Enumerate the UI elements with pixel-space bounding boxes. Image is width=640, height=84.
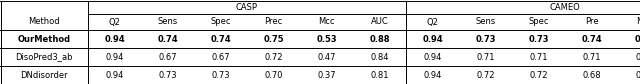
Text: 0.71: 0.71 xyxy=(582,52,601,61)
Text: 0.42: 0.42 xyxy=(636,52,640,61)
Text: 0.53: 0.53 xyxy=(316,35,337,44)
Text: 0.71: 0.71 xyxy=(529,52,548,61)
Text: Method: Method xyxy=(28,17,60,26)
Text: 0.94: 0.94 xyxy=(423,52,442,61)
Text: CASP: CASP xyxy=(236,3,258,12)
Text: Mcc: Mcc xyxy=(318,17,335,26)
Text: 0.94: 0.94 xyxy=(106,70,124,79)
Text: 0.67: 0.67 xyxy=(158,52,177,61)
Text: 0.37: 0.37 xyxy=(317,70,336,79)
Text: Sens: Sens xyxy=(476,17,495,26)
Text: AUC: AUC xyxy=(371,17,388,26)
Text: OurMethod: OurMethod xyxy=(17,35,70,44)
Text: 0.74: 0.74 xyxy=(157,35,178,44)
Text: 0.72: 0.72 xyxy=(476,70,495,79)
Text: 0.73: 0.73 xyxy=(476,35,496,44)
Text: Pre: Pre xyxy=(585,17,598,26)
Text: 0.88: 0.88 xyxy=(369,35,390,44)
Text: 0.94: 0.94 xyxy=(422,35,443,44)
Text: CAMEO: CAMEO xyxy=(550,3,580,12)
Text: 0.47: 0.47 xyxy=(317,52,336,61)
Text: 0.74: 0.74 xyxy=(581,35,602,44)
Text: 0.94: 0.94 xyxy=(104,35,125,44)
Text: 0.81: 0.81 xyxy=(371,70,388,79)
Text: Spec: Spec xyxy=(528,17,548,26)
Text: Prec: Prec xyxy=(264,17,283,26)
Text: 0.74: 0.74 xyxy=(210,35,231,44)
Text: Sens: Sens xyxy=(157,17,178,26)
Text: Q2: Q2 xyxy=(109,17,120,26)
Text: 0.36: 0.36 xyxy=(635,70,640,79)
Text: 0.47: 0.47 xyxy=(634,35,640,44)
Text: 0.72: 0.72 xyxy=(264,52,283,61)
Text: 0.94: 0.94 xyxy=(423,70,442,79)
Text: Mcc: Mcc xyxy=(636,17,640,26)
Text: Spec: Spec xyxy=(211,17,231,26)
Text: 0.71: 0.71 xyxy=(476,52,495,61)
Text: 0.73: 0.73 xyxy=(158,70,177,79)
Text: 0.84: 0.84 xyxy=(371,52,388,61)
Text: 0.68: 0.68 xyxy=(582,70,601,79)
Text: 0.73: 0.73 xyxy=(211,70,230,79)
Text: DisoPred3_ab: DisoPred3_ab xyxy=(15,52,73,61)
Text: 0.70: 0.70 xyxy=(264,70,283,79)
Text: 0.72: 0.72 xyxy=(529,70,548,79)
Text: 0.73: 0.73 xyxy=(528,35,548,44)
Text: 0.75: 0.75 xyxy=(263,35,284,44)
Text: 0.94: 0.94 xyxy=(106,52,124,61)
Text: DNdisorder: DNdisorder xyxy=(20,70,68,79)
Text: Q2: Q2 xyxy=(427,17,438,26)
Text: 0.67: 0.67 xyxy=(211,52,230,61)
